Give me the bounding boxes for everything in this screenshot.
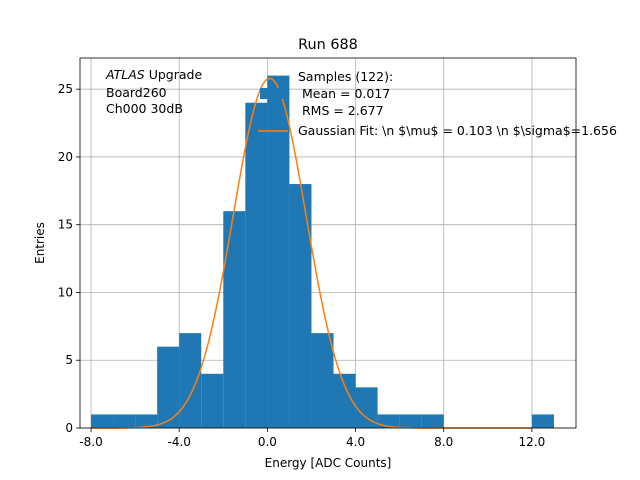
histogram-bar bbox=[421, 414, 444, 428]
x-tick-label: 4.0 bbox=[346, 435, 365, 449]
histogram-bar bbox=[179, 333, 202, 428]
legend-fit-label: Gaussian Fit: \n $\mu$ = 0.103 \n $\sigm… bbox=[298, 123, 617, 138]
axes-frame bbox=[79, 57, 577, 429]
legend-histogram-label-line: Samples (122): bbox=[298, 69, 393, 84]
histogram-bar bbox=[289, 184, 312, 428]
histogram-bar bbox=[223, 211, 246, 428]
plot-area bbox=[79, 57, 577, 429]
annotation-atlas-label: ATLAS bbox=[105, 67, 145, 82]
histogram-bar bbox=[113, 414, 136, 428]
y-tick-label: 25 bbox=[58, 82, 73, 96]
annotation-board-label: Board260 bbox=[106, 85, 167, 100]
y-tick-label: 0 bbox=[65, 421, 73, 435]
y-tick-label: 20 bbox=[58, 150, 73, 164]
histogram-bar bbox=[311, 333, 334, 428]
annotation-line-1: ATLAS Upgrade bbox=[105, 67, 202, 82]
y-tick-label: 5 bbox=[65, 353, 73, 367]
histogram-bar bbox=[201, 373, 224, 428]
y-axis-label: Entries bbox=[33, 222, 47, 264]
x-tick-label: -8.0 bbox=[79, 435, 102, 449]
histogram-bars bbox=[91, 75, 554, 428]
atlas-annotation: ATLAS Upgrade Board260 Ch000 30dB bbox=[105, 67, 206, 116]
histogram-bar bbox=[333, 373, 356, 428]
histogram-bar bbox=[355, 387, 378, 428]
legend-histogram-swatch bbox=[260, 88, 288, 99]
legend-histogram-label-line: RMS = 2.677 bbox=[298, 103, 384, 118]
histogram-bar bbox=[399, 414, 422, 428]
x-tick-label: -4.0 bbox=[167, 435, 190, 449]
x-tick-label: 0.0 bbox=[258, 435, 277, 449]
legend: Samples (122): Mean = 0.017 RMS = 2.677 … bbox=[258, 69, 617, 138]
histogram-bar bbox=[135, 414, 158, 428]
histogram-bar bbox=[245, 102, 268, 428]
chart-title: Run 688 bbox=[298, 37, 358, 53]
histogram-bar bbox=[91, 414, 114, 428]
y-axis: 0 5 10 15 20 25 bbox=[58, 82, 80, 435]
x-axis-label: Energy [ADC Counts] bbox=[265, 456, 392, 470]
histogram-bar bbox=[157, 346, 180, 428]
annotation-upgrade-label: Upgrade bbox=[145, 67, 203, 82]
histogram-bar bbox=[267, 75, 290, 428]
y-tick-label: 10 bbox=[58, 285, 73, 299]
x-axis: -8.0 -4.0 0.0 4.0 8.0 12.0 bbox=[79, 428, 545, 449]
legend-histogram-label-line: Mean = 0.017 bbox=[298, 86, 390, 101]
annotation-channel-label: Ch000 30dB bbox=[106, 101, 183, 116]
histogram-bar bbox=[531, 414, 554, 428]
x-tick-label: 12.0 bbox=[519, 435, 546, 449]
x-tick-label: 8.0 bbox=[434, 435, 453, 449]
legend-histogram-label: Samples (122): Mean = 0.017 RMS = 2.677 bbox=[298, 69, 393, 118]
y-tick-label: 15 bbox=[58, 218, 73, 232]
